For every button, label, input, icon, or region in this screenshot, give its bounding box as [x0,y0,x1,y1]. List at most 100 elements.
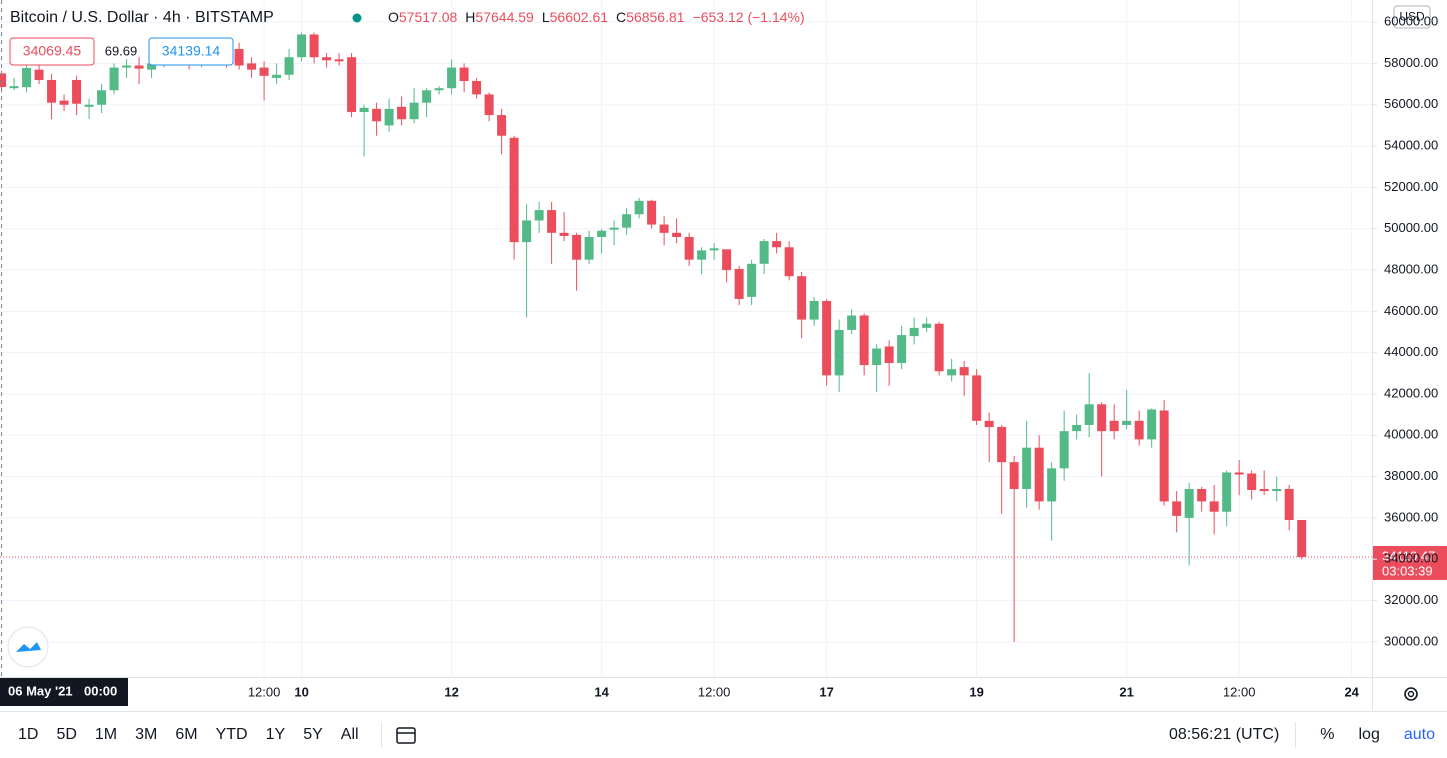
range-button[interactable]: 6M [175,726,198,743]
y-tick-label: 40000.00 [1384,427,1438,442]
candle-body [72,79,82,104]
candle-body [134,65,144,69]
candle-body [972,375,982,421]
range-button[interactable]: 3M [135,726,158,743]
candle-body [959,367,969,376]
legend-key: O [388,9,399,25]
ohlc-legend: O57517.08 H57644.59 L56602.61 C56856.81 −653… [388,9,805,25]
candle-body [272,74,282,78]
candle-body [1209,501,1219,512]
range-button[interactable]: All [340,726,359,743]
y-tick-label: 56000.00 [1384,96,1438,111]
scale-options: % log auto [1308,726,1447,744]
currency-badge[interactable]: USD [1393,5,1431,29]
candle-body [872,348,882,366]
scale-option[interactable]: log [1358,726,1380,743]
candle-body [1159,410,1169,502]
candle-body [1022,447,1032,490]
candle-body [497,115,507,136]
candle-body [547,210,557,233]
crosshair-label-box [0,678,128,706]
x-tick-label: 12:00 [1223,684,1256,699]
legend-value: 56856.81 [626,9,685,25]
range-button[interactable]: 1M [94,726,118,743]
x-tick-label: 19 [969,684,983,699]
range-button[interactable]: YTD [215,726,248,743]
candle-body [1247,473,1257,491]
candle-body [834,329,844,376]
candle-body [759,241,769,264]
date-range-icon[interactable] [394,723,418,747]
candle-body [897,335,907,363]
scale-option[interactable]: auto [1403,726,1435,743]
candle-body [709,248,719,251]
y-tick-label: 38000.00 [1384,468,1438,483]
candle-body [622,214,632,228]
candle-body [234,48,244,66]
x-tick-label: 17 [819,684,833,699]
toolbar: 1D 5D 1M 3M 6M YTD 1Y 5Y All 08:56:21 (UTC) % log… [0,711,1447,758]
x-tick-label: 24 [1344,684,1359,699]
candle-body [822,301,832,376]
range-button[interactable]: 5D [56,726,77,743]
candle-body [447,67,457,89]
clock: 08:56:21 (UTC) [1169,726,1280,743]
range-button[interactable]: 1Y [265,726,286,743]
candle-body [34,69,44,80]
background [0,0,1447,710]
candle-body [84,104,94,107]
grid [0,0,1372,677]
candle-body [522,220,532,243]
candle-body [347,57,357,112]
crosshair-time: 00:00 [84,683,117,698]
candle-body [472,80,482,95]
candle-body [684,236,694,260]
candle-body [784,247,794,277]
status-dot [352,13,362,23]
candle-body [984,420,994,428]
y-tick-label: 44000.00 [1384,344,1438,359]
quote-boxes: 34069.45 69.69 34139.14 [9,37,234,66]
y-tick-label: 54000.00 [1384,137,1438,152]
y-tick-label: 30000.00 [1384,633,1438,648]
candle-body [847,315,857,330]
x-tick-label: 21 [1119,684,1133,699]
separator [380,722,382,748]
candle-body [1109,420,1119,432]
candle-body [47,79,57,103]
candle-body [747,263,757,297]
candle-body [597,230,607,237]
candle-body [722,249,732,271]
candle-body [922,323,932,328]
candle-body [672,232,682,237]
candle-body [122,65,132,68]
settings-icon[interactable] [1404,687,1418,701]
candle-body [1222,472,1232,512]
range-button[interactable]: 1D [18,726,39,743]
candle-body [1122,420,1132,425]
spread: 69.69 [105,43,138,58]
candle-body [934,323,944,372]
chart-title: Bitcoin / U.S. Dollar · 4h · BITSTAMP [10,9,274,26]
legend-value: 57644.59 [475,9,534,25]
candle-body [1072,424,1082,432]
y-tick-label: 34000.00 [1384,551,1438,566]
range-button[interactable]: 5Y [303,726,323,743]
candle-body [97,90,107,105]
scale-option[interactable]: % [1320,726,1335,743]
candle-body [634,200,644,215]
y-tick-label: 50000.00 [1384,220,1438,235]
legend-key: C [616,9,626,25]
candle-body [334,59,344,62]
candle-body [609,227,619,230]
candle-body [247,63,257,70]
x-tick-label: 10 [294,684,308,699]
legend-value: 56602.61 [550,9,609,25]
y-tick-label: 46000.00 [1384,303,1438,318]
y-tick-label: 48000.00 [1384,261,1438,276]
legend-change: −653.12 (−1.14%) [693,9,805,25]
y-tick-label: 58000.00 [1384,55,1438,70]
